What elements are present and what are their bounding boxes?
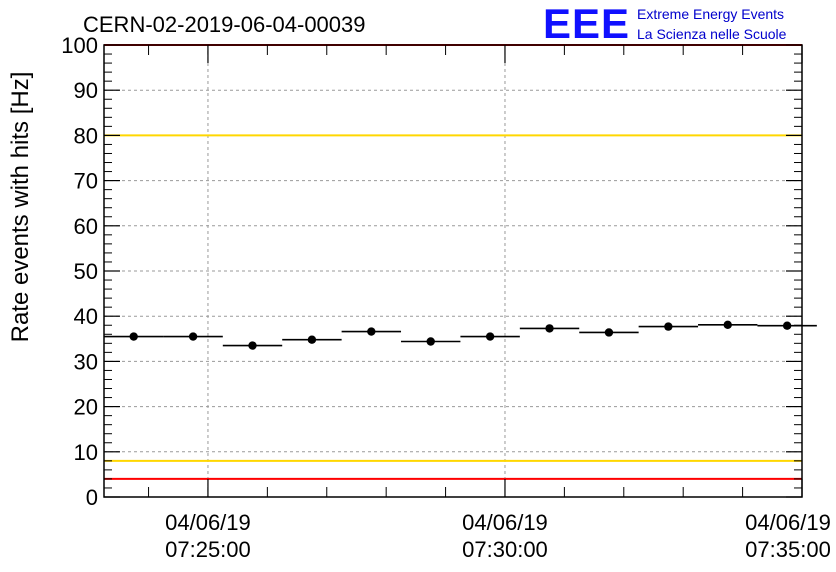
y-tick-label: 80 <box>74 123 98 148</box>
x-tick-label-time: 07:30:00 <box>462 537 548 562</box>
y-tick-label: 50 <box>74 259 98 284</box>
y-tick-label: 90 <box>74 78 98 103</box>
y-tick-label: 70 <box>74 169 98 194</box>
tick-labels: 010203040506070809010004/06/1907:25:0004… <box>61 33 831 562</box>
y-tick-label: 10 <box>74 440 98 465</box>
data-point <box>248 341 257 350</box>
grid <box>104 45 802 497</box>
data-point <box>782 321 792 330</box>
y-tick-label: 60 <box>74 214 98 239</box>
data-points <box>104 320 817 350</box>
y-tick-label: 100 <box>61 33 98 58</box>
x-tick-label-time: 07:35:00 <box>745 537 831 562</box>
x-tick-label-date: 04/06/19 <box>745 510 831 535</box>
data-point <box>307 335 317 344</box>
axes <box>103 44 803 498</box>
chart-title: CERN-02-2019-06-04-00039 <box>83 12 366 37</box>
y-tick-label: 0 <box>86 485 98 510</box>
y-tick-label: 20 <box>74 395 98 420</box>
x-tick-label-time: 07:25:00 <box>165 537 251 562</box>
y-axis-title: Rate events with hits [Hz] <box>7 72 34 343</box>
logo-line2: La Scienza nelle Scuole <box>637 26 787 42</box>
data-point <box>367 327 376 336</box>
data-point <box>723 320 732 329</box>
data-point <box>604 328 614 337</box>
data-point <box>545 324 554 333</box>
data-point <box>485 332 495 341</box>
x-tick-label-date: 04/06/19 <box>165 510 251 535</box>
eee-logo: EEE Extreme Energy Events La Scienza nel… <box>543 0 787 47</box>
data-point <box>188 332 198 341</box>
data-point <box>664 322 673 331</box>
logo-mark: EEE <box>543 0 630 47</box>
data-point <box>426 337 435 346</box>
reference-lines <box>104 44 802 480</box>
x-tick-label-date: 04/06/19 <box>462 510 548 535</box>
y-tick-label: 40 <box>74 304 98 329</box>
data-point <box>129 332 138 341</box>
logo-line1: Extreme Energy Events <box>637 6 784 22</box>
y-tick-label: 30 <box>74 349 98 374</box>
